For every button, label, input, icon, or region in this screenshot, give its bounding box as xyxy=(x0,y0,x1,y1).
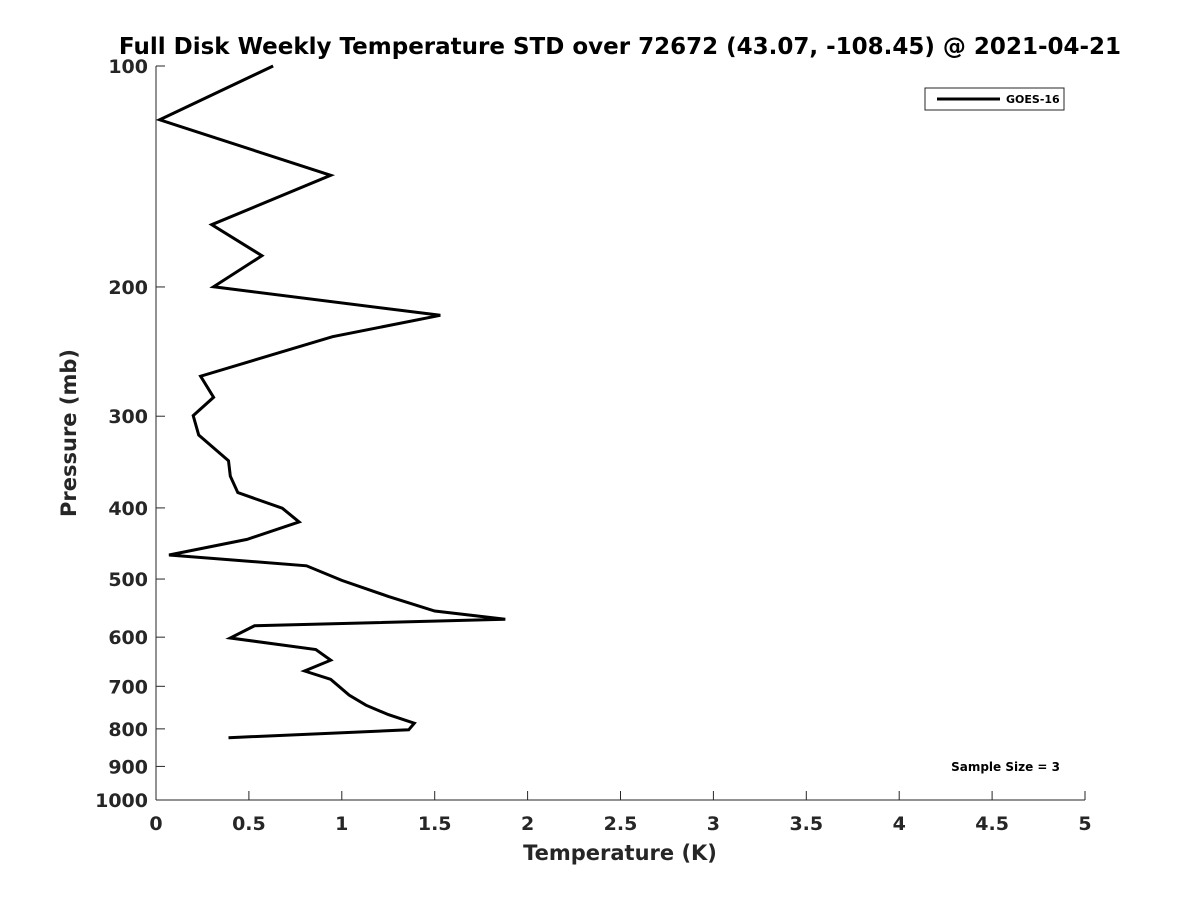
legend-label-goes-16: GOES-16 xyxy=(1006,93,1060,106)
y-axis-label: Pressure (mb) xyxy=(57,349,81,517)
y-tick-label: 400 xyxy=(108,498,148,520)
x-tick-label: 5 xyxy=(1078,813,1091,835)
y-tick-label: 600 xyxy=(108,627,148,649)
x-tick-label: 1 xyxy=(335,813,348,835)
x-axis-label: Temperature (K) xyxy=(523,841,717,865)
y-tick-label: 1000 xyxy=(95,790,148,812)
x-tick-label: 0 xyxy=(149,813,162,835)
x-tick-label: 0.5 xyxy=(232,813,266,835)
x-ticks: 0 0.5 1 1.5 2 2.5 3 3.5 4 4.5 5 xyxy=(149,791,1092,835)
x-tick-label: 4 xyxy=(893,813,906,835)
x-tick-label: 2 xyxy=(521,813,534,835)
y-ticks: 100 200 300 400 500 600 700 800 900 1000 xyxy=(95,56,165,812)
y-tick-label: 700 xyxy=(108,676,148,698)
series-line-goes-16 xyxy=(155,64,506,740)
series-layer xyxy=(155,64,506,740)
x-tick-label: 1.5 xyxy=(418,813,452,835)
sample-size-annotation: Sample Size = 3 xyxy=(951,760,1060,774)
x-tick-label: 4.5 xyxy=(975,813,1009,835)
x-tick-label: 2.5 xyxy=(604,813,638,835)
x-tick-label: 3.5 xyxy=(789,813,823,835)
y-tick-label: 500 xyxy=(108,569,148,591)
y-tick-label: 100 xyxy=(108,56,148,78)
legend: GOES-16 xyxy=(924,87,1065,111)
y-tick-label: 900 xyxy=(108,756,148,778)
chart-title: Full Disk Weekly Temperature STD over 72… xyxy=(119,34,1121,60)
plot-area xyxy=(156,66,1085,800)
x-tick-label: 3 xyxy=(707,813,720,835)
y-tick-label: 200 xyxy=(108,277,148,299)
y-tick-label: 300 xyxy=(108,406,148,428)
y-tick-label: 800 xyxy=(108,719,148,741)
